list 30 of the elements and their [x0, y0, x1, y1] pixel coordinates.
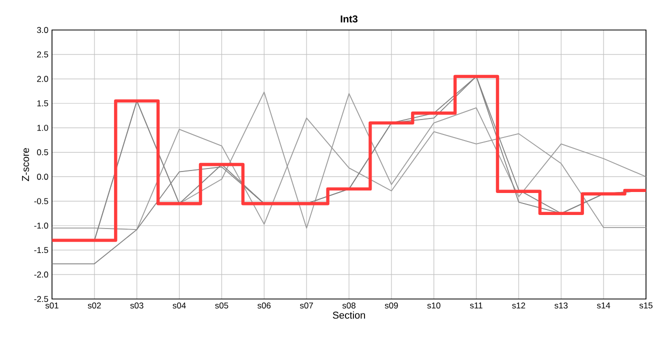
y-tick-label: -1.5	[34, 247, 48, 254]
y-tick-label: 1.5	[37, 100, 48, 106]
x-tick-label: s04	[172, 302, 186, 309]
x-tick-label: s07	[300, 302, 313, 309]
x-tick-label: s02	[88, 302, 101, 309]
y-tick-label: -0.5	[34, 198, 48, 204]
x-tick-label: s03	[130, 302, 144, 309]
x-tick-label: s01	[45, 302, 58, 309]
x-tick-label: s05	[215, 302, 228, 309]
x-tick-label: s13	[554, 302, 568, 309]
y-tick-label: -2.5	[34, 296, 48, 302]
x-tick-label: s12	[512, 302, 526, 309]
y-tick-label: 2.0	[37, 76, 48, 82]
y-tick-label: 2.5	[37, 51, 48, 58]
x-tick-label: s14	[596, 302, 610, 308]
x-axis-title: Section	[332, 311, 365, 319]
y-tick-label: 0.5	[37, 149, 48, 156]
x-tick-label: s10	[427, 302, 440, 309]
y-tick-label: -2.0	[34, 272, 48, 278]
x-tick-label: s08	[342, 302, 356, 309]
x-tick-label: s06	[258, 302, 271, 309]
x-tick-label: s11	[470, 302, 482, 308]
chart-title: Int3	[340, 15, 358, 22]
y-tick-label: -1.0	[34, 222, 48, 229]
x-tick-label: s15	[639, 302, 652, 308]
y-tick-label: 1.0	[37, 124, 48, 131]
x-tick-label: s09	[384, 302, 398, 309]
y-axis-title: Z-score	[22, 148, 30, 182]
y-tick-label: 3.0	[37, 27, 48, 33]
y-tick-label: 0.0	[37, 174, 48, 180]
